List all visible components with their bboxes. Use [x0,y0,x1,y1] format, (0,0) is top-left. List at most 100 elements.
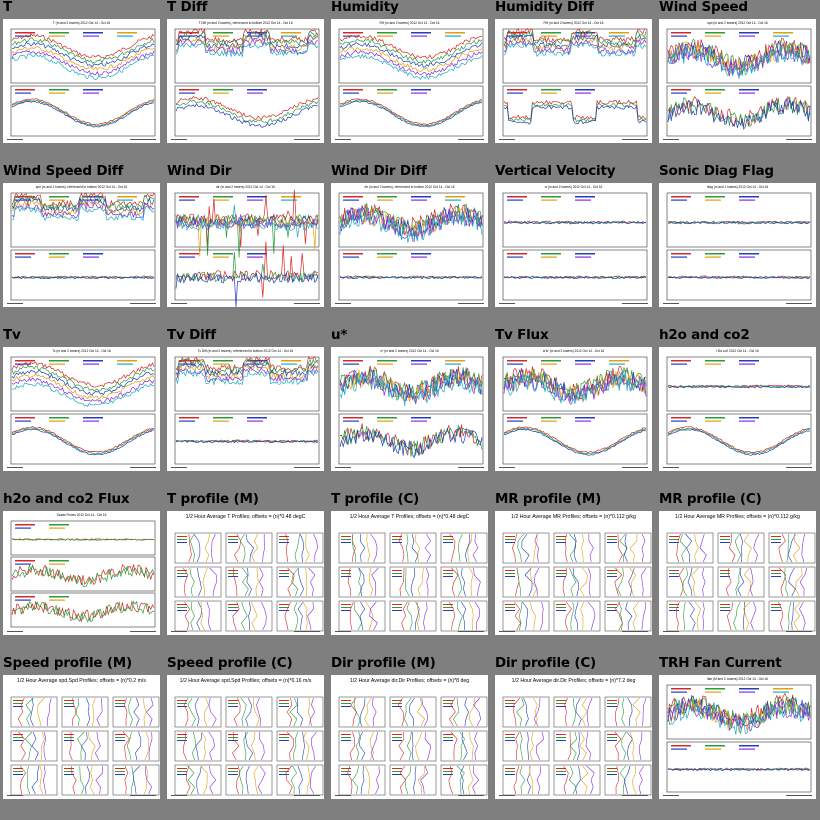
plot-thumbnail-link[interactable]: RH (m and 2 towers) 2012 Oct 14 - Oct 16 [331,19,488,143]
plot-image: spd (m and 2 towers) 2012 Oct 14 - Oct 1… [663,21,812,140]
thumbnail-cell: h2o and co2 H2o,co2 2012 Oct 14 - Oct 16 [656,327,820,492]
plot-thumbnail-link[interactable]: w'tc' (m and 2 towers) 2012 Oct 14 - Oct… [495,347,652,471]
series-line [175,241,319,298]
series-line [667,41,811,76]
series-line [175,366,319,383]
series-line [175,272,319,307]
series-line [11,377,155,404]
series-line [11,361,155,388]
plot-thumbnail-link[interactable]: spd (m and 2 towers), referenced to bott… [3,183,160,307]
plot-thumbnail-link[interactable]: 1/2 Hour Average spd.Spd Profiles; offse… [3,675,160,799]
plot-thumbnail-link[interactable]: 1/2 Hour Average T Profiles; offsets = (… [167,511,324,635]
series-line [11,564,155,587]
plot-thumbnail-link[interactable]: Scalar Fluxes 2012 Oct 14 - Oct 16 [3,511,160,635]
series-line [339,42,483,68]
series-line [339,372,483,406]
plot-subtitle: spd (m and 2 towers) 2012 Oct 14 - Oct 1… [707,21,768,25]
plot-thumbnail-link[interactable]: 1/2 Hour Average MR Profiles; offsets = … [659,511,816,635]
plot-thumbnail-link[interactable]: T (m and 2 towers) 2012 Oct 14 - Oct 16 [3,19,160,143]
plot-thumbnail-link[interactable]: dir (m and 2 towers), referenced to bott… [331,183,488,307]
thumbnail-title: T Diff [167,0,208,15]
plot-subtitle: T (m and 2 towers) 2012 Oct 14 - Oct 16 [53,21,110,25]
series-line [11,276,155,280]
series-line [667,276,811,280]
thumbnail-cell: T profile (C) 1/2 Hour Average T Profiles… [328,491,492,656]
thumbnail-title: Wind Dir [167,163,232,179]
series-line [11,205,155,222]
plot-image: diag (m and 2 towers) 2012 Oct 14 - Oct … [663,185,812,304]
series-line [340,46,483,72]
thumbnail-title: Humidity [331,0,399,15]
plot-image: dir (m and 2 towers), referenced to bott… [335,185,484,304]
plot-thumbnail-link[interactable]: Tc Diff (m and 2 towers), referenced to … [167,347,324,471]
plot-thumbnail-link[interactable]: 1/2 Hour Average dir.Dir Profiles; offse… [495,675,652,799]
thumbnail-title: Speed profile (M) [3,655,133,671]
series-line [11,365,155,392]
plot-subtitle: Tc (m and 2 towers) 2012 Oct 14 - Oct 16 [52,349,111,353]
series-line [503,428,647,456]
plot-thumbnail-link[interactable]: Tc (m and 2 towers) 2012 Oct 14 - Oct 16 [3,347,160,471]
thumbnail-title: T profile (M) [167,491,259,507]
series-line [339,49,483,76]
series-line [503,30,647,47]
series-line [503,220,647,224]
plot-thumbnail-link[interactable]: 1/2 Hour Average MR Profiles; offsets = … [495,511,652,635]
plot-image: 1/2 Hour Average T Profiles; offsets = (… [171,514,324,632]
plot-image: RH (m and 2 towers) 2012 Oct 14 - Oct 16 [335,21,484,140]
series-line [11,46,155,71]
series-line [11,100,155,128]
series-line [339,34,483,59]
series-line [339,368,483,400]
series-line [175,204,319,238]
plot-thumbnail-link[interactable]: T Diff (m and 2 towers), referenced to b… [167,19,324,143]
plot-image: w'tc' (m and 2 towers) 2012 Oct 14 - Oct… [499,349,648,468]
plot-subtitle: ifan (M and C towers) 2012 Oct 14 - Oct … [707,677,768,681]
series-line [503,36,647,53]
series-line [11,98,155,125]
series-line [667,221,811,225]
series-line [503,371,647,404]
plot-thumbnail-link[interactable]: u* (m and 2 towers) 2012 Oct 14 - Oct 16 [331,347,488,471]
plot-image: 1/2 Hour Average MR Profiles; offsets = … [499,514,652,632]
series-line [667,45,811,80]
plot-thumbnail-link[interactable]: w (m and 2 towers) 2012 Oct 14 - Oct 16 [495,183,652,307]
series-line [339,424,483,457]
thumbnail-title: Wind Speed [659,0,748,15]
plot-thumbnail-link[interactable]: dir (m and 2 towers) 2012 Oct 14 - Oct 1… [167,183,324,307]
plot-thumbnail-link[interactable]: 1/2 Hour Average dir.Dir Profiles; offse… [331,675,488,799]
plot-thumbnail-link[interactable]: ifan (M and C towers) 2012 Oct 14 - Oct … [659,675,816,799]
plot-subtitle: RH (m and 2 towers) 2012 Oct 14 - Oct 16 [380,21,440,25]
plot-subtitle: 1/2 Hour Average MR Profiles; offsets = … [511,514,636,520]
plot-subtitle: w (m and 2 towers) 2012 Oct 14 - Oct 16 [545,185,603,189]
series-line [667,221,811,225]
thumbnail-cell: Wind Speed spd (m and 2 towers) 2012 Oct … [656,0,820,164]
thumbnail-cell: Wind Dir dir (m and 2 towers) 2012 Oct 14… [164,163,328,328]
plot-thumbnail-link[interactable]: diag (m and 2 towers) 2012 Oct 14 - Oct … [659,183,816,307]
thumbnail-cell: Tv Flux w'tc' (m and 2 towers) 2012 Oct 1… [492,327,656,492]
plot-image: Tc (m and 2 towers) 2012 Oct 14 - Oct 16 [7,349,156,468]
plot-image: 1/2 Hour Average spd.Spd Profiles; offse… [171,678,324,796]
plot-subtitle: dir (m and 2 towers) 2012 Oct 14 - Oct 1… [216,185,275,189]
plot-subtitle: 1/2 Hour Average spd.Spd Profiles; offse… [180,678,312,684]
plot-thumbnail-link[interactable]: 1/2 Hour Average T Profiles; offsets = (… [331,511,488,635]
plot-thumbnail-link[interactable]: H2o,co2 2012 Oct 14 - Oct 16 [659,347,816,471]
thumbnail-cell: Tv Tc (m and 2 towers) 2012 Oct 14 - Oct … [0,327,164,492]
plot-thumbnail-link[interactable]: RH (m and 2 towers) 2012 Oct 14 - Oct 16 [495,19,652,143]
series-line [175,41,319,58]
series-line [339,275,483,279]
series-line [503,41,647,58]
series-line [11,563,155,586]
plot-image: H2o,co2 2012 Oct 14 - Oct 16 [663,349,812,468]
plot-image: ifan (M and C towers) 2012 Oct 14 - Oct … [663,677,812,796]
series-line [503,221,646,225]
thumbnail-cell: h2o and co2 Flux Scalar Fluxes 2012 Oct 1… [0,491,164,656]
thumbnail-cell: Dir profile (M) 1/2 Hour Average dir.Dir … [328,655,492,820]
series-line [11,425,155,453]
series-line [339,38,483,64]
series-line [11,382,155,408]
plot-thumbnail-link[interactable]: 1/2 Hour Average spd.Spd Profiles; offse… [167,675,324,799]
plot-thumbnail-link[interactable]: spd (m and 2 towers) 2012 Oct 14 - Oct 1… [659,19,816,143]
thumbnail-title: Wind Dir Diff [331,163,427,179]
thumbnail-cell: T profile (M) 1/2 Hour Average T Profiles… [164,491,328,656]
